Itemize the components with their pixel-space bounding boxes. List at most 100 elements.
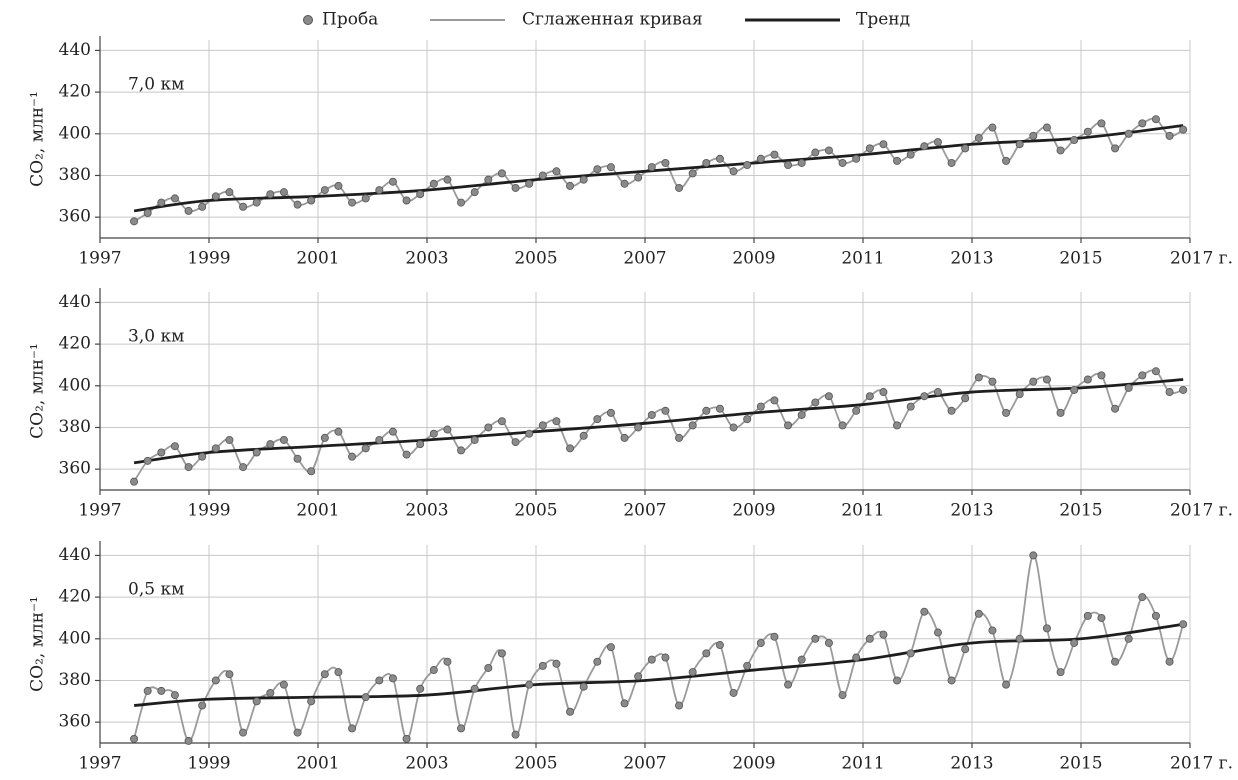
sample-point <box>170 442 179 451</box>
sample-point <box>579 175 588 184</box>
sample-point <box>416 190 425 199</box>
sample-point <box>266 190 275 199</box>
sample-point <box>307 467 316 476</box>
sample-point <box>211 444 220 453</box>
x-tick-label: 2015 <box>1059 501 1102 521</box>
sample-point <box>675 701 684 710</box>
sample-point <box>429 429 438 438</box>
sample-point <box>865 634 874 643</box>
x-tick-label: 2005 <box>514 754 557 774</box>
sample-point <box>538 661 547 670</box>
trend-line <box>133 124 1184 213</box>
sample-point <box>1083 127 1092 136</box>
sample-point <box>647 655 656 664</box>
x-tick-label: 1997 <box>78 501 121 521</box>
sample-point <box>702 406 711 415</box>
sample-point <box>743 161 752 170</box>
sample-point <box>225 188 234 197</box>
sample-point <box>170 691 179 700</box>
panel: 360 380 400 420 440 1997 1999 2001 2003 2005 2007 2… <box>28 36 1233 269</box>
sample-point <box>1165 657 1174 666</box>
sample-point <box>348 198 357 207</box>
sample-point <box>893 676 902 685</box>
sample-point <box>784 161 793 170</box>
sample-point <box>457 446 466 455</box>
x-tick-label: 1999 <box>187 249 230 269</box>
sample-point <box>620 433 629 442</box>
sample-point <box>879 140 888 149</box>
sample-point <box>1070 638 1079 647</box>
smoothed-line <box>133 554 1185 742</box>
sample-point <box>661 406 670 415</box>
sample-point <box>743 661 752 670</box>
panel: 360 380 400 420 440 1997 1999 2001 2003 2005 2007 2… <box>28 541 1233 774</box>
sample-point <box>184 736 193 745</box>
sample-point <box>484 423 493 432</box>
sample-point <box>688 169 697 178</box>
sample-point <box>552 417 561 426</box>
sample-point <box>525 429 534 438</box>
sample-point <box>988 123 997 132</box>
sample-point <box>497 417 506 426</box>
sample-point <box>566 181 575 190</box>
sample-point <box>933 138 942 147</box>
trend-line <box>133 378 1184 465</box>
sample-point <box>143 208 152 217</box>
x-tick-label: 2005 <box>514 501 557 521</box>
sample-point <box>947 406 956 415</box>
sample-point <box>279 435 288 444</box>
sample-point <box>756 638 765 647</box>
x-tick-label: 2007 <box>623 249 666 269</box>
sample-point <box>511 730 520 739</box>
sample-point <box>715 404 724 413</box>
x-tick-label: 2011 <box>841 754 884 774</box>
y-tick-label: 440 <box>59 292 91 312</box>
sample-point <box>1029 551 1038 560</box>
sample-point <box>293 200 302 209</box>
sample-point <box>770 396 779 405</box>
sample-point <box>634 672 643 681</box>
sample-point <box>388 674 397 683</box>
sample-point <box>920 142 929 151</box>
sample-point <box>647 410 656 419</box>
x-tick-label: 2003 <box>405 249 448 269</box>
x-tick-label: 2017 г. <box>1170 501 1233 521</box>
x-tick-label: 2015 <box>1059 249 1102 269</box>
x-tick-label: 2009 <box>732 501 775 521</box>
sample-point <box>579 431 588 440</box>
sample-point <box>947 676 956 685</box>
sample-point <box>552 659 561 668</box>
sample-point <box>1138 593 1147 602</box>
sample-point <box>1002 156 1011 165</box>
x-tick-label: 2013 <box>950 754 993 774</box>
sample-point <box>675 183 684 192</box>
sample-point <box>688 421 697 430</box>
sample-point <box>634 173 643 182</box>
sample-point <box>606 643 615 652</box>
sample-point <box>157 686 166 695</box>
sample-point <box>470 684 479 693</box>
sample-point <box>443 657 452 666</box>
sample-point <box>143 686 152 695</box>
sample-point <box>1070 136 1079 145</box>
sample-point <box>470 188 479 197</box>
sample-point <box>538 421 547 430</box>
sample-point <box>429 666 438 675</box>
sample-point <box>130 734 139 743</box>
sample-point <box>225 670 234 679</box>
sample-point <box>1151 611 1160 620</box>
x-tick-label: 2003 <box>405 754 448 774</box>
legend: Проба Сглаженная кривая Тренд <box>303 10 910 30</box>
y-tick-label: 360 <box>59 459 91 479</box>
x-tick-label: 2001 <box>296 754 339 774</box>
sample-point <box>1097 613 1106 622</box>
sample-point <box>1111 144 1120 153</box>
y-tick-label: 380 <box>59 417 91 437</box>
sample-point <box>443 175 452 184</box>
sample-point <box>988 377 997 386</box>
sample-point <box>198 202 207 211</box>
x-tick-label: 2013 <box>950 501 993 521</box>
sample-point <box>511 438 520 447</box>
sample-point <box>252 697 261 706</box>
sample-point <box>143 456 152 465</box>
